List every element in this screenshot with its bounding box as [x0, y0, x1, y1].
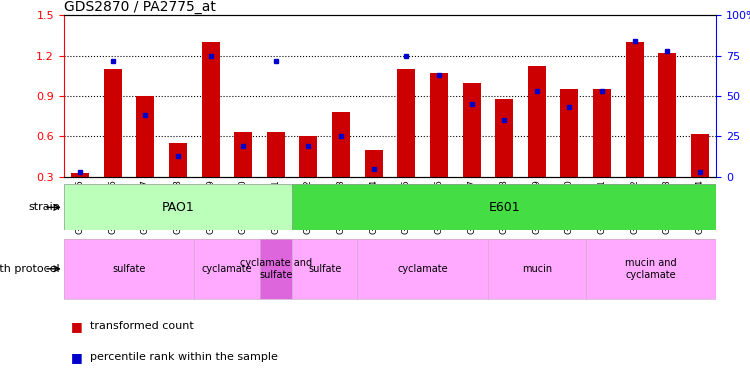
Text: mucin: mucin [522, 264, 552, 274]
Bar [64, 184, 292, 230]
Bar [260, 239, 292, 299]
Bar [169, 143, 187, 177]
Bar [71, 173, 89, 177]
Bar [267, 132, 285, 177]
Text: ■: ■ [71, 320, 83, 333]
Text: percentile rank within the sample: percentile rank within the sample [90, 352, 278, 362]
Bar [292, 184, 716, 230]
Bar [104, 69, 122, 177]
Text: transformed count: transformed count [90, 321, 194, 331]
Bar [658, 53, 676, 177]
Bar [495, 99, 513, 177]
Bar [691, 134, 709, 177]
Bar [64, 239, 194, 299]
Bar [528, 66, 546, 177]
Text: strain: strain [28, 202, 60, 212]
Bar [463, 83, 481, 177]
Text: sulfate: sulfate [112, 264, 146, 274]
Bar [586, 239, 716, 299]
Text: E601: E601 [488, 201, 520, 214]
Bar [234, 132, 252, 177]
Text: GDS2870 / PA2775_at: GDS2870 / PA2775_at [64, 0, 216, 14]
Text: ■: ■ [71, 351, 83, 364]
Text: sulfate: sulfate [308, 264, 341, 274]
Bar [364, 150, 382, 177]
Bar [398, 69, 416, 177]
Text: PAO1: PAO1 [161, 201, 194, 214]
Bar [202, 42, 220, 177]
Bar [64, 239, 194, 299]
Bar [194, 239, 260, 299]
Bar [357, 239, 488, 299]
Bar [292, 239, 357, 299]
Bar [292, 184, 716, 230]
Text: cyclamate: cyclamate [398, 264, 448, 274]
Bar [560, 89, 578, 177]
Bar [586, 239, 716, 299]
Bar [299, 136, 317, 177]
Bar [194, 239, 260, 299]
Bar [488, 239, 586, 299]
Bar [332, 112, 350, 177]
Bar [64, 184, 292, 230]
Text: cyclamate and
sulfate: cyclamate and sulfate [240, 258, 312, 280]
Bar [430, 73, 448, 177]
Bar [488, 239, 586, 299]
Text: growth protocol: growth protocol [0, 264, 60, 274]
Bar [136, 96, 154, 177]
Bar [626, 42, 644, 177]
Bar [260, 239, 292, 299]
Bar [357, 239, 488, 299]
Text: mucin and
cyclamate: mucin and cyclamate [626, 258, 676, 280]
Bar [593, 89, 611, 177]
Text: cyclamate: cyclamate [202, 264, 252, 274]
Bar [292, 239, 357, 299]
